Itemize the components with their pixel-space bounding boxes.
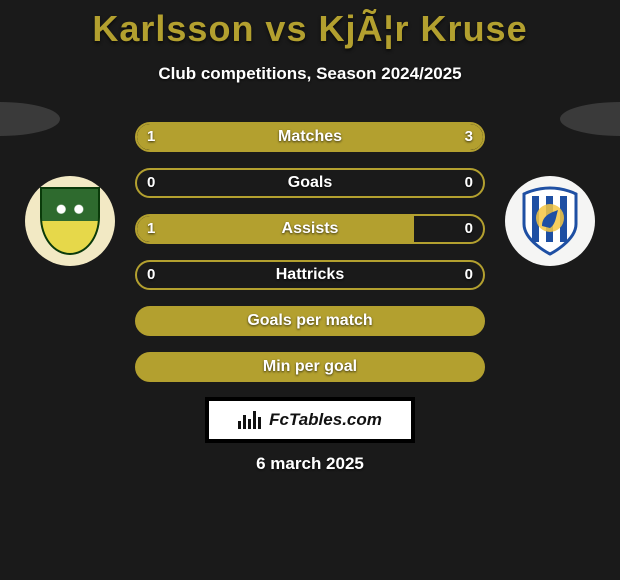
stat-value-right: 0 (465, 262, 473, 288)
ifk-crest-icon (520, 186, 580, 256)
date-text: 6 march 2025 (0, 454, 620, 474)
stat-label: Assists (137, 216, 483, 242)
stat-label: Matches (137, 124, 483, 150)
footer-brand-text: FcTables.com (269, 410, 382, 430)
team-badge-left (25, 176, 115, 266)
stat-label: Min per goal (137, 354, 483, 380)
stat-label: Goals (137, 170, 483, 196)
hammarby-crest-icon (40, 187, 100, 255)
stat-value-right: 0 (465, 170, 473, 196)
decorative-oval-left (0, 102, 60, 136)
stats-container: 1 Matches 3 0 Goals 0 1 Assists 0 0 Hatt… (135, 122, 485, 398)
stat-label: Goals per match (137, 308, 483, 334)
stat-value-right: 3 (465, 124, 473, 150)
stat-value-right: 0 (465, 216, 473, 242)
footer-brand-badge: FcTables.com (205, 397, 415, 443)
subtitle: Club competitions, Season 2024/2025 (0, 64, 620, 84)
bar-chart-icon (238, 411, 263, 429)
stat-row-hattricks: 0 Hattricks 0 (135, 260, 485, 290)
stat-row-matches: 1 Matches 3 (135, 122, 485, 152)
stat-label: Hattricks (137, 262, 483, 288)
page-title: Karlsson vs KjÃ¦r Kruse (0, 0, 620, 50)
decorative-oval-right (560, 102, 620, 136)
stat-row-min-per-goal: Min per goal (135, 352, 485, 382)
stat-row-goals: 0 Goals 0 (135, 168, 485, 198)
stat-row-assists: 1 Assists 0 (135, 214, 485, 244)
team-badge-right (505, 176, 595, 266)
stat-row-goals-per-match: Goals per match (135, 306, 485, 336)
